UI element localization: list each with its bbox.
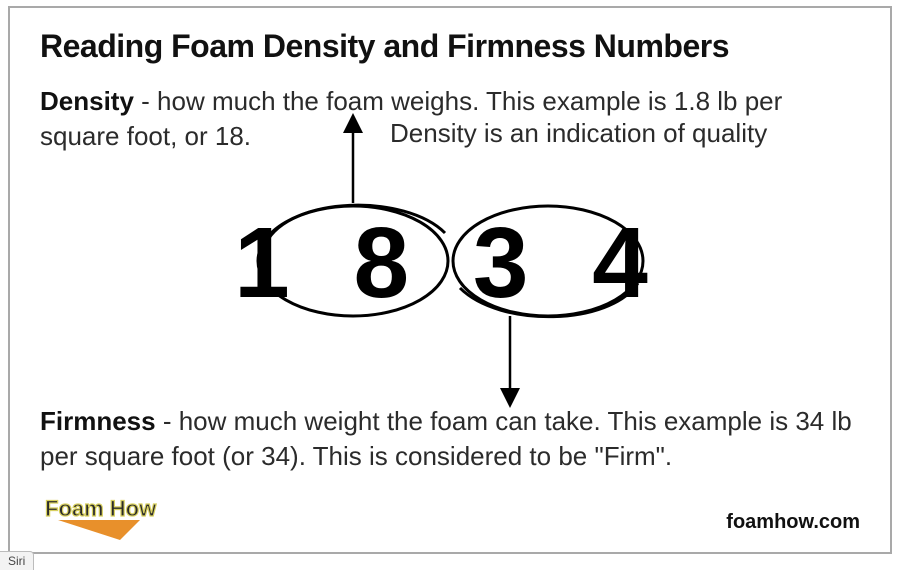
logo-arrow-icon — [58, 520, 140, 540]
firmness-label: Firmness — [40, 406, 156, 436]
footer-url: foamhow.com — [726, 511, 860, 534]
siri-tab[interactable]: Siri — [0, 551, 34, 570]
infographic-card: Reading Foam Density and Firmness Number… — [8, 6, 892, 554]
foamhow-logo: Foam How — [40, 492, 180, 542]
page-title: Reading Foam Density and Firmness Number… — [40, 28, 729, 65]
page-root: Reading Foam Density and Firmness Number… — [0, 0, 900, 570]
firmness-description: Firmness - how much weight the foam can … — [40, 404, 860, 474]
foam-code-number: 1 8 3 4 — [10, 206, 890, 321]
firmness-text: - how much weight the foam can take. Thi… — [40, 406, 852, 471]
logo-text: Foam How — [45, 496, 157, 521]
density-label: Density — [40, 86, 134, 116]
density-hint: Density is an indication of quality — [390, 118, 767, 149]
